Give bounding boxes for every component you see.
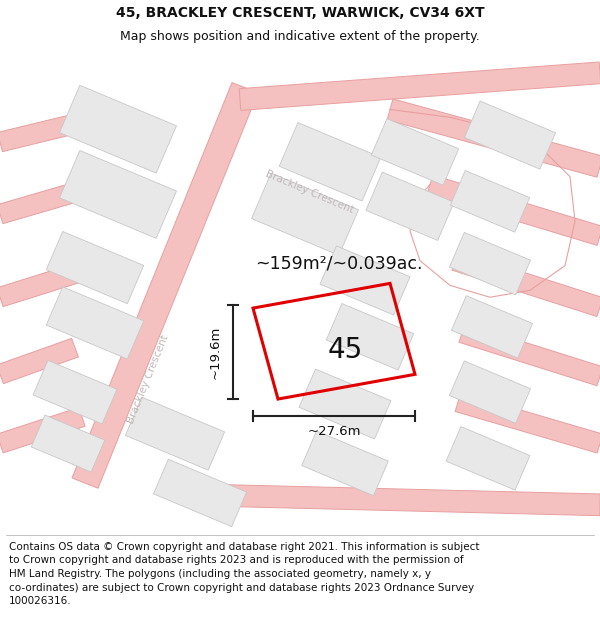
Polygon shape <box>279 122 381 201</box>
Polygon shape <box>0 106 112 152</box>
Text: ~159m²/~0.039ac.: ~159m²/~0.039ac. <box>255 254 422 272</box>
Polygon shape <box>371 119 459 185</box>
Polygon shape <box>239 62 600 111</box>
Polygon shape <box>200 484 600 516</box>
Polygon shape <box>46 231 144 304</box>
Text: Brackley Crescent: Brackley Crescent <box>265 168 356 214</box>
Polygon shape <box>449 232 530 295</box>
Polygon shape <box>387 99 600 178</box>
Text: Contains OS data © Crown copyright and database right 2021. This information is : Contains OS data © Crown copyright and d… <box>9 542 479 606</box>
Polygon shape <box>366 172 454 241</box>
Polygon shape <box>0 261 88 307</box>
Polygon shape <box>326 304 414 370</box>
Polygon shape <box>154 459 247 527</box>
Polygon shape <box>31 415 105 472</box>
Polygon shape <box>125 397 224 470</box>
Polygon shape <box>459 323 600 386</box>
Polygon shape <box>59 85 176 173</box>
Polygon shape <box>251 173 358 255</box>
Polygon shape <box>0 177 98 224</box>
Polygon shape <box>449 361 530 423</box>
Polygon shape <box>451 296 533 358</box>
Text: 45: 45 <box>328 336 362 364</box>
Polygon shape <box>320 246 410 315</box>
Polygon shape <box>302 431 388 496</box>
Polygon shape <box>33 361 117 424</box>
Polygon shape <box>0 338 79 384</box>
Polygon shape <box>72 82 258 488</box>
Polygon shape <box>46 287 144 359</box>
Polygon shape <box>427 175 600 246</box>
Polygon shape <box>451 171 530 232</box>
Polygon shape <box>59 151 176 238</box>
Polygon shape <box>299 369 391 439</box>
Polygon shape <box>0 408 85 453</box>
Text: 45, BRACKLEY CRESCENT, WARWICK, CV34 6XT: 45, BRACKLEY CRESCENT, WARWICK, CV34 6XT <box>116 6 484 21</box>
Text: ~19.6m: ~19.6m <box>209 326 221 379</box>
Polygon shape <box>464 101 556 169</box>
Text: Brackley Crescent: Brackley Crescent <box>125 334 170 425</box>
Text: ~27.6m: ~27.6m <box>307 425 361 438</box>
Polygon shape <box>452 251 600 316</box>
Polygon shape <box>446 427 530 490</box>
Text: Map shows position and indicative extent of the property.: Map shows position and indicative extent… <box>120 29 480 42</box>
Polygon shape <box>455 392 600 453</box>
